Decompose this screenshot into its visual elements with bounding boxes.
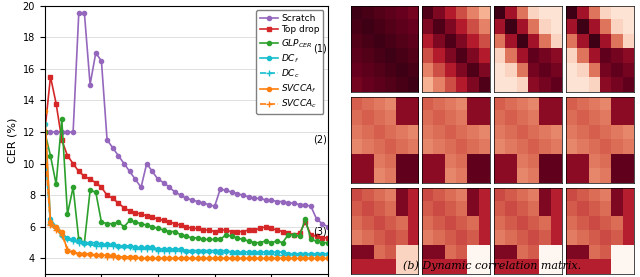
- $SVCCA_f$: [137, 257, 145, 260]
- $DC_f$: [244, 250, 252, 254]
- Line: $SVCCA_c$: $SVCCA_c$: [42, 142, 331, 261]
- $SVCCA_f$: [324, 257, 332, 260]
- $SVCCA_f$: [132, 255, 140, 258]
- $DC_c$: [126, 246, 134, 249]
- $DC_f$: [41, 122, 49, 126]
- $DC_c$: [318, 254, 326, 257]
- Scratch: [324, 225, 332, 229]
- Top drop: [318, 236, 326, 240]
- $SVCCA_f$: [41, 110, 49, 113]
- $GLP_{CER}$: [143, 224, 150, 227]
- $SVCCA_f$: [234, 257, 241, 260]
- Scratch: [137, 186, 145, 189]
- $SVCCA_c$: [250, 257, 258, 260]
- $DC_f$: [132, 246, 140, 249]
- Scratch: [75, 12, 83, 15]
- $DC_c$: [103, 244, 111, 247]
- Scratch: [109, 146, 116, 150]
- $SVCCA_f$: [318, 257, 326, 260]
- Line: $SVCCA_f$: $SVCCA_f$: [43, 109, 330, 260]
- $SVCCA_c$: [120, 257, 128, 260]
- Line: $GLP_{CER}$: $GLP_{CER}$: [43, 117, 330, 245]
- $GLP_{CER}$: [81, 241, 88, 244]
- $DC_c$: [132, 247, 140, 251]
- Text: (1): (1): [313, 43, 327, 53]
- Line: $DC_f$: $DC_f$: [43, 122, 330, 256]
- Line: $DC_c$: $DC_c$: [42, 145, 331, 258]
- Scratch: [234, 192, 241, 195]
- $GLP_{CER}$: [115, 220, 122, 224]
- Legend: Scratch, Top drop, $GLP_{CER}$, $DC_f$, $DC_c$, $SVCCA_f$, $SVCCA_c$: Scratch, Top drop, $GLP_{CER}$, $DC_f$, …: [256, 10, 323, 114]
- $DC_c$: [41, 146, 49, 150]
- Text: (2): (2): [313, 135, 327, 145]
- Line: Top drop: Top drop: [43, 75, 330, 240]
- Scratch: [250, 197, 258, 200]
- $DC_c$: [244, 252, 252, 255]
- $GLP_{CER}$: [41, 130, 49, 134]
- Top drop: [234, 230, 241, 233]
- $DC_f$: [324, 252, 332, 255]
- $SVCCA_c$: [137, 257, 145, 260]
- $SVCCA_c$: [132, 257, 140, 260]
- Scratch: [318, 222, 326, 225]
- $SVCCA_c$: [103, 255, 111, 258]
- $DC_f$: [126, 244, 134, 247]
- $DC_c$: [228, 252, 236, 255]
- $GLP_{CER}$: [58, 118, 66, 121]
- $DC_c$: [324, 254, 332, 257]
- $DC_c$: [273, 254, 281, 257]
- $DC_f$: [228, 250, 236, 254]
- $DC_f$: [284, 252, 292, 255]
- Text: (3): (3): [313, 226, 327, 236]
- Top drop: [137, 212, 145, 216]
- $GLP_{CER}$: [137, 222, 145, 225]
- Scratch: [41, 130, 49, 134]
- Scratch: [132, 178, 140, 181]
- $SVCCA_c$: [41, 143, 49, 146]
- $SVCCA_c$: [234, 257, 241, 260]
- $SVCCA_f$: [103, 254, 111, 257]
- $DC_f$: [103, 243, 111, 246]
- $SVCCA_f$: [250, 257, 258, 260]
- Top drop: [47, 75, 54, 78]
- Text: (b) Dynamic correlation matrix.: (b) Dynamic correlation matrix.: [403, 261, 581, 271]
- Top drop: [324, 236, 332, 240]
- Top drop: [132, 211, 140, 214]
- $SVCCA_f$: [126, 255, 134, 258]
- $GLP_{CER}$: [256, 241, 264, 244]
- Top drop: [313, 235, 321, 238]
- Top drop: [109, 197, 116, 200]
- $GLP_{CER}$: [318, 241, 326, 244]
- Y-axis label: CER (%): CER (%): [7, 117, 17, 163]
- $SVCCA_c$: [324, 257, 332, 260]
- Line: Scratch: Scratch: [43, 11, 330, 229]
- $GLP_{CER}$: [239, 238, 247, 241]
- Top drop: [250, 228, 258, 232]
- $DC_f$: [318, 252, 326, 255]
- Top drop: [41, 130, 49, 134]
- $SVCCA_c$: [318, 257, 326, 260]
- $GLP_{CER}$: [324, 241, 332, 244]
